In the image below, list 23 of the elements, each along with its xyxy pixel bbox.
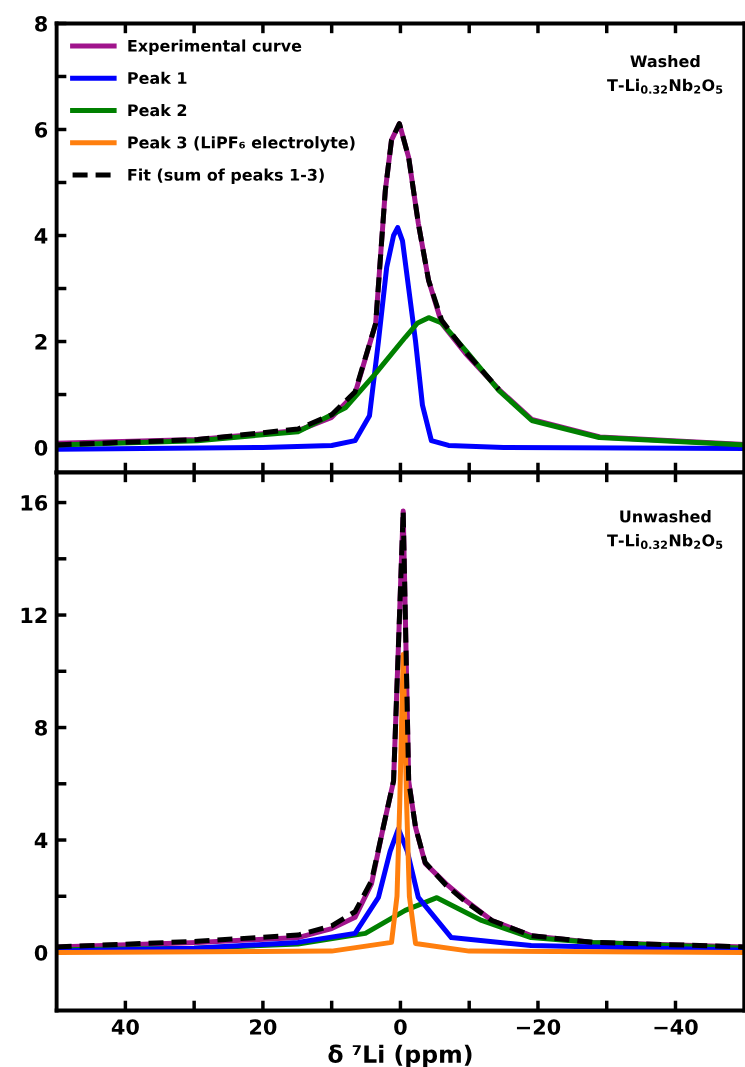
y-tick-label: 4 [34, 832, 48, 848]
y-tick-label: 2 [35, 333, 47, 350]
x-axis-title: δ ⁷Li (ppm) [328, 1044, 472, 1067]
annotation: Unwashed T-Li$_{0.32}$Nb$_{2}$O$_{5}$ [607, 510, 723, 549]
y-tick-label: 16 [21, 495, 48, 511]
legend-label: Peak 3 (LiPF₆ electrolyte) [128, 136, 355, 152]
x-tick-label: −20 [516, 1019, 561, 1035]
annotation: Washed T-Li$_{0.32}$Nb$_{2}$O$_{5}$ [607, 54, 723, 94]
legend-label: Fit (sum of peaks 1-3) [128, 168, 324, 184]
y-tick-label: 4 [34, 228, 48, 244]
legend-label: Peak 2 [128, 103, 187, 117]
x-tick-label: 40 [111, 1019, 139, 1035]
legend-label: Peak 1 [128, 71, 187, 85]
y-tick-label: 8 [35, 15, 47, 32]
y-tick-label: 0 [34, 440, 48, 456]
y-tick-label: 8 [35, 719, 47, 736]
y-tick-label: 12 [21, 607, 47, 623]
y-tick-label: 6 [35, 121, 48, 138]
x-tick-label: −40 [654, 1019, 698, 1035]
x-tick-label: 20 [250, 1019, 277, 1035]
legend-label: Experimental curve [128, 39, 302, 55]
y-tick-label: 0 [34, 944, 48, 961]
x-tick-label: 0 [394, 1019, 407, 1035]
